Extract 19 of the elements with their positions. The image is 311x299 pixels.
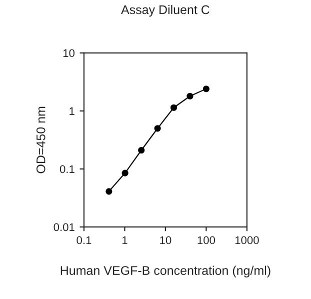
point xyxy=(202,86,210,92)
x-tick-label: 10 xyxy=(160,236,172,244)
point xyxy=(186,92,194,100)
point xyxy=(122,170,128,176)
point xyxy=(154,125,161,132)
y-tick-label: 10 xyxy=(63,49,75,58)
x-axis-title: Human VEGF-B concentration (ng/ml) xyxy=(60,266,270,278)
x-tick-label: 1000 xyxy=(235,236,259,244)
y-tick-label: 1 xyxy=(70,107,74,115)
x-tick-label: 1 xyxy=(122,236,128,244)
y-tick-label: 0.01 xyxy=(54,223,74,232)
x-tick-label: 100 xyxy=(198,236,216,244)
y-tick-label: 0.1 xyxy=(60,165,74,174)
point xyxy=(170,104,178,111)
x-tick-label: 0.1 xyxy=(76,236,92,244)
point xyxy=(106,188,112,195)
point xyxy=(138,146,145,154)
y-axis-title: OD=450 nm xyxy=(36,106,46,174)
chart-title: Assay Diluent C xyxy=(121,4,210,17)
